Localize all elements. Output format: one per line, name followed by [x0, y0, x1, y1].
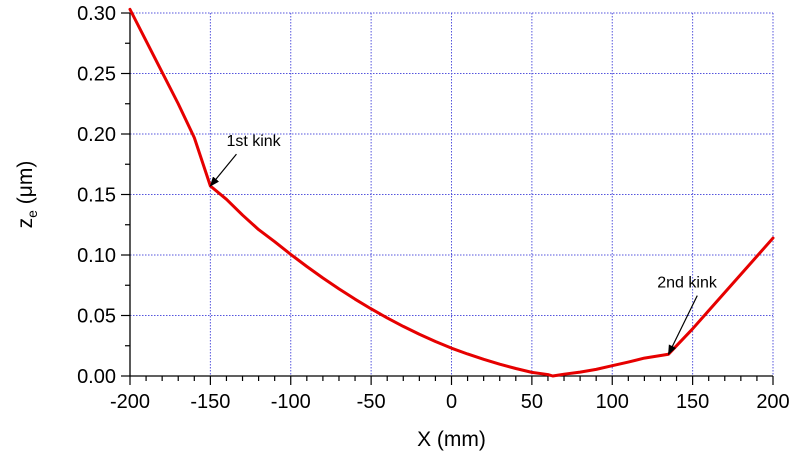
- x-tick-label: 150: [676, 391, 709, 413]
- x-tick-label: -100: [271, 391, 311, 413]
- x-tick-label: 200: [756, 391, 789, 413]
- x-tick-label: -50: [357, 391, 386, 413]
- annotations: 1st kink 2nd kink: [209, 133, 718, 356]
- annotation-label: 2nd kink: [657, 275, 718, 292]
- axes: [121, 12, 774, 385]
- tick-labels: -200 -150 -100 -50 0 50 100 150 200 0.00 0.05 0.10 0…: [77, 3, 790, 413]
- x-tick-label: 50: [521, 391, 543, 413]
- y-axis-title-unit: (μm): [14, 161, 37, 210]
- y-axis-title-main: z: [14, 218, 37, 229]
- series-layer: [128, 7, 775, 378]
- y-tick-label: 0.10: [77, 245, 116, 267]
- x-tick-label: 0: [446, 391, 457, 413]
- y-tick-label: 0.05: [77, 306, 116, 328]
- y-axis-title-sub: e: [24, 210, 40, 218]
- y-tick-label: 0.15: [77, 185, 116, 207]
- y-tick-label: 0.20: [77, 124, 116, 146]
- annotation-arrow: [209, 153, 237, 187]
- y-tick-label: 0.25: [77, 64, 116, 86]
- x-tick-label: 100: [596, 391, 629, 413]
- series-line: [128, 7, 775, 378]
- y-tick-label: 0.00: [77, 366, 116, 388]
- y-axis-title: ze (μm): [14, 161, 40, 229]
- x-tick-label: -200: [110, 391, 150, 413]
- annotation-arrow: [667, 295, 698, 356]
- annotation-label: 1st kink: [226, 133, 281, 150]
- x-axis-title: X (mm): [417, 428, 486, 451]
- x-tick-label: -150: [190, 391, 230, 413]
- y-tick-label: 0.30: [77, 3, 116, 25]
- grid: [130, 12, 774, 376]
